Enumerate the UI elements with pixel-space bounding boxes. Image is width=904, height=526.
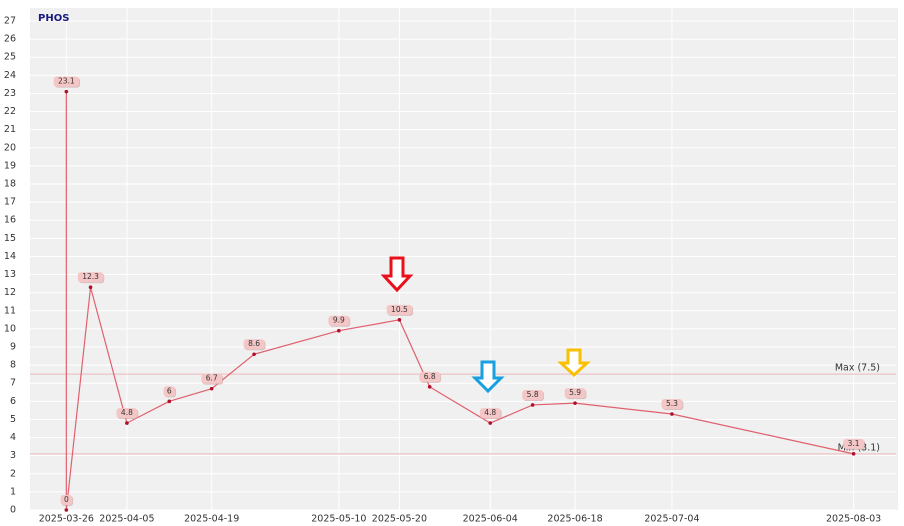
data-point [397,318,402,322]
x-tick-label: 2025-06-04 [463,514,518,525]
y-tick-label: 11 [4,305,16,316]
y-tick-label: 22 [4,106,16,117]
reference-label: Max (7.5) [835,363,880,374]
y-tick-label: 10 [4,323,16,334]
value-label-box [328,315,350,326]
y-tick-label: 18 [4,179,16,190]
y-tick-label: 2 [10,468,16,479]
y-tick-label: 23 [4,88,16,99]
value-label: 4.8 [484,408,496,417]
chart-title: PHOS [38,13,69,24]
data-point [427,385,432,389]
data-point [337,328,341,333]
y-tick-label: 12 [4,287,16,298]
y-tick-label: 20 [4,142,16,153]
y-tick-label: 13 [4,269,16,280]
value-label-box [843,438,865,449]
value-label-box [53,76,80,87]
y-tick-label: 0 [10,505,16,516]
x-tick-label: 2025-06-18 [547,514,602,525]
value-label: 9.9 [333,316,345,325]
y-tick-label: 21 [4,124,16,135]
data-point [488,421,493,425]
y-tick-label: 6 [10,396,16,407]
arrow-blue [471,360,505,394]
y-tick-label: 7 [10,378,16,389]
y-tick-label: 25 [4,52,16,63]
value-label-box [479,408,501,419]
data-point [209,386,214,391]
x-tick-label: 2025-03-26 [39,514,94,525]
arrow-yellow [557,348,591,378]
value-label-box [243,339,265,350]
data-point [125,421,129,425]
value-label-box [60,495,73,505]
value-label: 4.8 [121,408,133,417]
x-tick-label: 2025-08-03 [826,514,881,525]
y-tick-label: 4 [10,432,16,443]
y-tick-label: 24 [4,70,16,81]
value-label: 12.3 [82,272,99,281]
value-label-box [419,371,441,382]
value-label: 6.7 [206,374,218,383]
data-point [64,508,69,512]
y-tick-label: 15 [4,233,16,244]
y-tick-label: 17 [4,197,16,208]
y-tick-label: 14 [4,251,16,262]
y-tick-label: 3 [10,450,16,461]
x-tick-label: 2025-07-04 [644,514,699,525]
data-point [573,401,577,405]
y-tick-label: 16 [4,215,16,226]
value-label-box [661,399,683,410]
data-point [88,285,93,290]
arrow-red [380,256,414,293]
value-label-box [116,408,138,419]
y-tick-label: 5 [10,414,16,425]
value-label: 5.9 [569,388,581,397]
value-label: 23.1 [58,77,75,86]
value-label-box [522,389,544,400]
value-label: 6 [167,386,172,395]
x-tick-label: 2025-04-19 [184,514,239,525]
y-tick-label: 8 [10,360,16,371]
x-tick-label: 2025-05-10 [311,514,366,525]
data-point [530,403,535,407]
x-tick-label: 2025-04-05 [99,514,154,525]
value-label-box [201,373,223,384]
value-label: 6.8 [424,372,436,381]
data-point [167,399,172,404]
data-point [64,89,69,94]
data-point [670,412,674,416]
value-label-box [564,388,586,399]
value-label: 0 [64,495,69,504]
value-label: 5.8 [527,390,539,399]
value-label: 5.3 [666,399,678,408]
y-tick-label: 26 [4,34,16,45]
value-label: 8.6 [248,339,260,348]
value-label-box [163,386,176,397]
value-label: 10.5 [391,305,408,314]
marks: 23.1 0 12.3 4.8 6 6.7 8.6 9.9 10.5 6.8 4.8 5.8 5.9 5.… [53,76,866,512]
grid: 0123456789101112131415161718192021222324… [4,8,896,525]
value-label: 3.1 [848,439,860,448]
x-tick-label: 2025-05-20 [372,514,427,525]
value-label-box [386,304,413,315]
y-tick-label: 1 [10,486,16,497]
data-point [851,452,856,456]
y-tick-label: 27 [4,16,16,27]
y-tick-label: 19 [4,160,16,171]
plot-area [30,8,898,510]
value-label-box [77,272,104,283]
data-point [252,352,256,357]
y-tick-label: 9 [10,342,16,353]
